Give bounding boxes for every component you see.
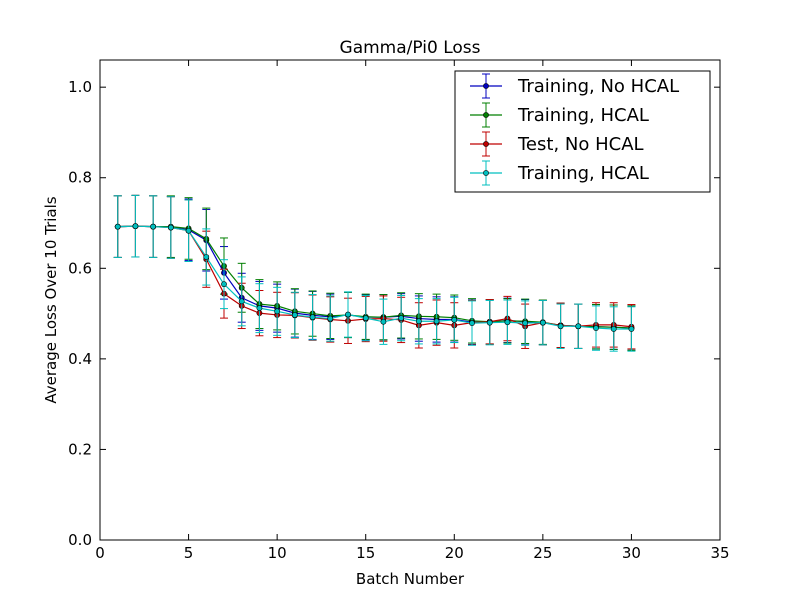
x-tick-label: 5 xyxy=(184,544,194,562)
data-point xyxy=(486,319,493,326)
x-tick-label: 0 xyxy=(95,544,105,562)
data-point xyxy=(256,305,263,312)
axes: 0 5 10 15 20 25 30 35 0.0 0.2 0.4 0.6 0.8 1.0 xyxy=(68,60,730,562)
data-point xyxy=(451,317,458,323)
data-point xyxy=(398,315,405,322)
data-point xyxy=(433,318,440,325)
legend-label: Test, No HCAL xyxy=(517,134,644,155)
data-point xyxy=(557,323,564,330)
plot-frame xyxy=(99,59,721,541)
legend-marker xyxy=(483,170,489,176)
data-point xyxy=(167,224,174,231)
legend: Training, No HCAL Training, HCAL Test, No … xyxy=(454,70,711,193)
x-axis-title: Batch Number xyxy=(356,570,465,588)
series-4 xyxy=(113,194,636,352)
y-tick-label: 0.2 xyxy=(68,440,92,458)
data-point xyxy=(221,281,227,288)
x-tick-label: 10 xyxy=(268,544,287,562)
legend-marker xyxy=(483,112,489,118)
legend-entry: Test, No HCAL xyxy=(470,131,644,157)
data-point xyxy=(238,298,245,305)
data-point xyxy=(203,254,210,260)
x-tick-label: 15 xyxy=(356,544,375,562)
data-point xyxy=(362,315,369,322)
legend-label: Training, HCAL xyxy=(517,105,649,126)
data-point xyxy=(593,325,599,331)
data-point xyxy=(274,308,281,315)
y-tick-label: 0.8 xyxy=(68,169,92,187)
y-axis-title: Average Loss Over 10 Trials xyxy=(42,196,60,403)
data-point xyxy=(309,314,316,321)
legend-label: Training, HCAL xyxy=(517,163,649,184)
x-tick-label: 35 xyxy=(710,544,729,562)
y-tick-label: 1.0 xyxy=(68,78,92,96)
x-tick-label: 25 xyxy=(533,544,552,562)
legend-marker xyxy=(483,141,489,147)
data-point xyxy=(345,311,351,318)
data-point xyxy=(380,318,387,325)
x-tick-label: 30 xyxy=(622,544,641,562)
data-point xyxy=(610,326,617,332)
data-point xyxy=(575,323,582,330)
y-tick-label: 0.0 xyxy=(68,531,92,549)
legend-entry: Training, HCAL xyxy=(470,160,649,186)
legend-entry: Training, No HCAL xyxy=(470,73,679,99)
data-point xyxy=(469,320,475,326)
data-point xyxy=(415,318,422,325)
legend-entry: Training, HCAL xyxy=(470,102,649,128)
legend-marker xyxy=(483,83,489,89)
data-point xyxy=(628,326,635,332)
data-point xyxy=(327,315,334,322)
legend-box xyxy=(454,70,711,193)
y-tick-label: 0.4 xyxy=(68,350,92,368)
data-point xyxy=(185,227,192,234)
data-point xyxy=(291,312,298,318)
data-point xyxy=(114,223,121,230)
data-point xyxy=(150,223,157,230)
y-tick-label: 0.6 xyxy=(68,259,92,277)
x-tick-label: 20 xyxy=(445,544,464,562)
plot-area xyxy=(113,194,636,352)
data-point xyxy=(132,223,139,230)
chart-title: Gamma/Pi0 Loss xyxy=(340,38,481,58)
data-point xyxy=(504,319,511,326)
data-point xyxy=(539,319,546,326)
data-point xyxy=(522,320,529,326)
legend-label: Training, No HCAL xyxy=(517,76,679,97)
series-line xyxy=(117,225,632,330)
